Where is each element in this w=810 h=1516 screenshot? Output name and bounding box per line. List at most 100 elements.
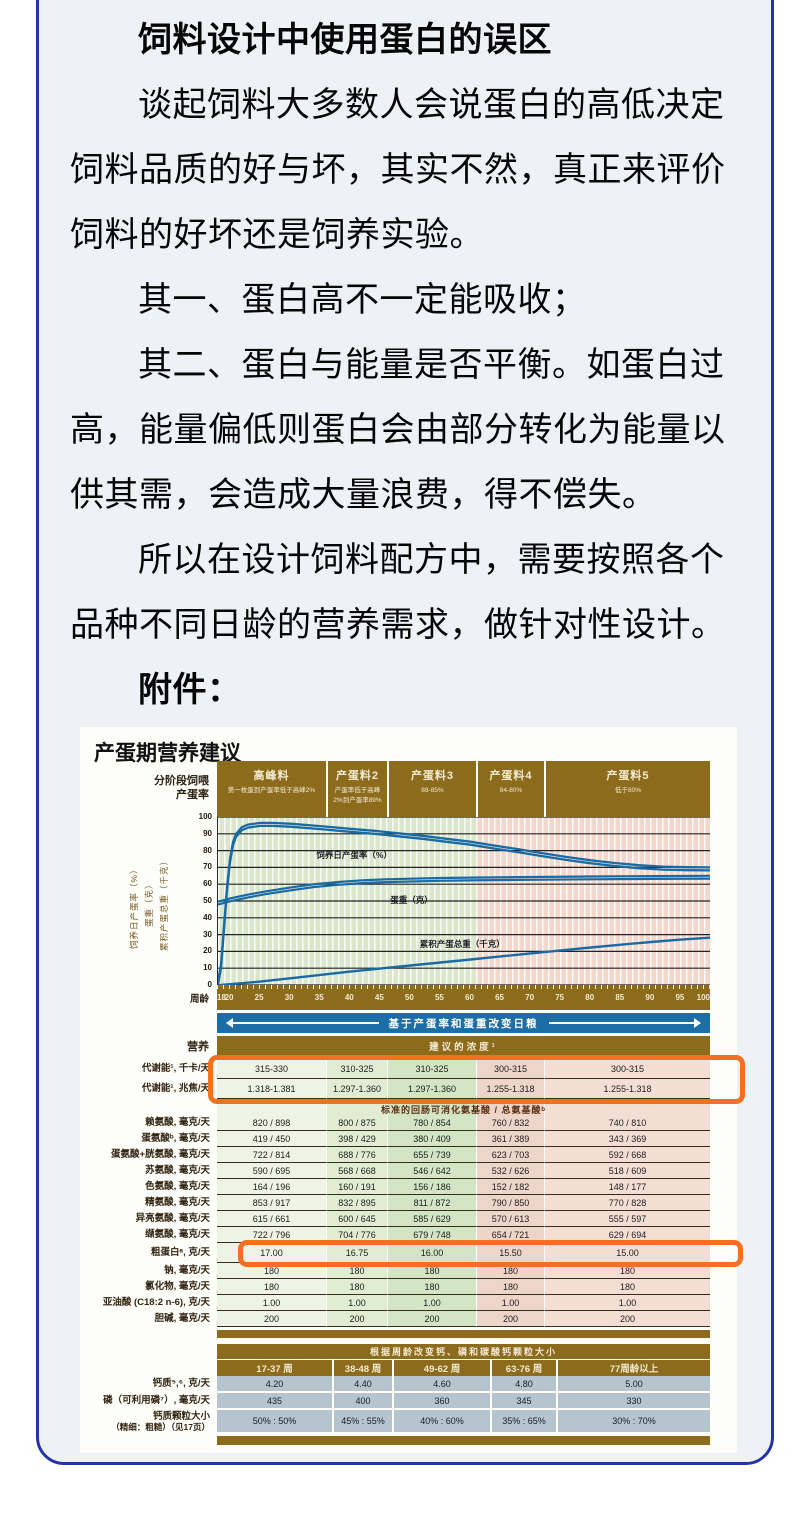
value-cell: 4.20 (217, 1376, 332, 1393)
value-cell: 50% : 50% (217, 1410, 332, 1434)
nutrient-row: 磷（可利用磷⁷）, 毫克/天 435 400 360 345 330 (80, 1393, 737, 1410)
x-tick-label: 65 (495, 993, 505, 1002)
value-cell: 600 / 645 (326, 1211, 387, 1227)
value-cell: 435 (217, 1393, 332, 1410)
row-label: 苏氨酸, 毫克/天 (145, 1164, 210, 1176)
value-cell: 800 / 875 (326, 1115, 387, 1131)
separator-strip (217, 1330, 710, 1338)
nutrient-row: 异亮氨酸, 毫克/天 615 / 661 600 / 645 585 / 629 570… (80, 1211, 737, 1227)
right-arrow-icon (548, 1018, 701, 1028)
y-axis-title-weight: 蛋重（克） (144, 879, 154, 927)
nutrient-row: 代谢能¹, 千卡/天 315-330 310-325 310-325 300-315 30… (80, 1059, 737, 1079)
value-cell: 180 (326, 1279, 387, 1295)
value-cell: 156 / 186 (387, 1179, 476, 1195)
left-arrow-icon (226, 1018, 379, 1028)
row-label: 代谢能¹, 兆焦/天 (141, 1082, 210, 1094)
paragraph-4: 所以在设计饲料配方中，需要按照各个品种不同日龄的营养需求，做针对性设计。 (70, 541, 726, 644)
row-label: 胆碱, 毫克/天 (154, 1312, 210, 1324)
y-tick-label: 0 (207, 980, 212, 989)
value-cell: 345 (490, 1393, 556, 1410)
row-label: 钠, 毫克/天 (164, 1264, 210, 1276)
value-cell: 629 / 694 (544, 1227, 710, 1243)
value-cell: 180 (387, 1279, 476, 1295)
stage-name: 产蛋料2 (335, 770, 380, 782)
value-cell: 180 (544, 1263, 710, 1279)
attachment-label: 附件： (138, 671, 242, 709)
y-axis-title-rate: 饲养日产蛋率（%） (129, 864, 139, 949)
value-cell: 4.60 (392, 1376, 490, 1393)
value-cell: 592 / 668 (544, 1147, 710, 1163)
value-cell: 585 / 629 (387, 1211, 476, 1227)
row-label: 钙质颗粒大小 （精细：粗糙）（见17页） (111, 1411, 210, 1432)
concentration-header: 建议的浓度¹ (217, 1036, 710, 1056)
value-cell: 722 / 814 (217, 1147, 326, 1163)
paragraph-1: 谈起饲料大多数人会说蛋白的高低决定饲料品质的好与坏，其实不然，真正来评价饲料的好… (70, 86, 726, 254)
stage-name: 高峰料 (253, 770, 290, 782)
value-cell: 853 / 917 (217, 1195, 326, 1211)
value-cell: 1.255-1.318 (476, 1079, 544, 1099)
value-cell: 16.00 (387, 1243, 476, 1263)
stage-subtitle: 88-85% (421, 787, 444, 794)
value-cell: 532 / 626 (476, 1163, 544, 1179)
y-tick-label: 20 (203, 946, 212, 956)
page-border: 饲料设计中使用蛋白的误区 谈起饲料大多数人会说蛋白的高低决定饲料品质的好与坏，其… (36, 0, 774, 1465)
stage-cell: 高峰料 第一枚蛋到产蛋率低于高峰2% (217, 761, 326, 817)
x-tick-label: 95 (675, 993, 685, 1002)
stage-axis-label: 分阶段饲喂 产蛋率 (154, 775, 209, 801)
value-cell: 300-315 (544, 1059, 710, 1079)
value-cell: 152 / 182 (476, 1179, 544, 1195)
nutrient-row: 钠, 毫克/天 180 180 180 180 180 (80, 1263, 737, 1279)
nutrition-label: 营养 (187, 1041, 209, 1053)
stage-name: 产蛋料3 (410, 770, 455, 782)
value-cell: 780 / 854 (387, 1115, 476, 1131)
x-tick-label: 50 (404, 993, 414, 1002)
value-cell: 310-325 (387, 1059, 476, 1079)
x-axis-label: 周龄 (189, 993, 209, 1005)
y-tick-label: 50 (203, 896, 212, 905)
value-cell: 722 / 796 (217, 1227, 326, 1243)
curve-label-weight: 蛋重（克） (390, 895, 433, 906)
curve-label-cumulative: 累积产蛋总重（千克） (419, 938, 505, 949)
value-cell: 679 / 748 (387, 1227, 476, 1243)
stage-cell: 产蛋料3 88-85% (387, 761, 476, 817)
x-tick-label: 85 (615, 993, 625, 1002)
x-tick-label: 18 (217, 993, 226, 1002)
curve (218, 874, 710, 903)
stage-cells: 高峰料 第一枚蛋到产蛋率低于高峰2% 产蛋料2 产蛋率低于高峰2%到产蛋率89% 产蛋料… (217, 761, 710, 817)
y-tick-label: 100 (198, 812, 212, 821)
nutrient-row: 精氨酸, 毫克/天 853 / 917 832 / 895 811 / 872 790 … (80, 1195, 737, 1211)
x-axis-row: 周龄 18 20 25 30 35 40 45 50 55 60 65 70 75 80 85 90 95 100 (80, 985, 737, 1010)
value-cell: 200 (476, 1311, 544, 1327)
value-cell: 330 (556, 1393, 710, 1410)
value-cell: 35% : 65% (490, 1410, 556, 1434)
paragraph-3: 其二、蛋白与能量是否平衡。如蛋白过高，能量偏低则蛋白会由部分转化为能量以供其需，… (70, 346, 726, 514)
value-cell: 820 / 898 (217, 1115, 326, 1131)
y-axis-title-cumulative: 累积产蛋总重（千克） (159, 855, 169, 951)
value-cell: 180 (544, 1279, 710, 1295)
y-tick-label: 80 (203, 845, 212, 855)
age-column-header: 77周龄以上 (556, 1360, 710, 1376)
value-cell: 40% : 60% (392, 1410, 490, 1434)
row-label: 钙质⁵,⁶, 克/天 (152, 1378, 210, 1390)
value-cell: 688 / 776 (326, 1147, 387, 1163)
nutrient-row: 粗蛋白ᵃ, 克/天 17.00 16.75 16.00 15.50 15.00 (80, 1243, 737, 1263)
x-tick-label: 45 (374, 993, 384, 1002)
nutrition-figure: 产蛋期营养建议 分阶段饲喂 产蛋率 高峰料 第一枚蛋到产蛋率低于高峰2% 产蛋料2 产… (80, 727, 745, 1453)
value-cell: 555 / 597 (544, 1211, 710, 1227)
nutrient-row: 苏氨酸, 毫克/天 590 / 695 568 / 668 546 / 642 532 … (80, 1163, 737, 1179)
stage-name: 产蛋料4 (489, 770, 533, 782)
y-tick-label: 70 (203, 862, 212, 872)
value-cell: 518 / 609 (544, 1163, 710, 1179)
value-cell: 300-315 (476, 1059, 544, 1079)
stage-cell: 产蛋料2 产蛋率低于高峰2%到产蛋率89% (326, 761, 387, 817)
value-cell: 654 / 721 (476, 1227, 544, 1243)
stage-subtitle: 低于80% (614, 787, 641, 794)
value-cell: 570 / 613 (476, 1211, 544, 1227)
row-label: 精氨酸, 毫克/天 (145, 1196, 210, 1208)
x-tick-label: 25 (254, 993, 264, 1002)
nutrient-row: 亚油酸 (C18:2 n-6), 克/天 1.00 1.00 1.00 1.00 1.00 (80, 1295, 737, 1311)
nutrient-row: 胆碱, 毫克/天 200 200 200 200 200 (80, 1311, 737, 1327)
value-cell: 400 (332, 1393, 392, 1410)
row-label: 异亮氨酸, 毫克/天 (135, 1212, 210, 1224)
